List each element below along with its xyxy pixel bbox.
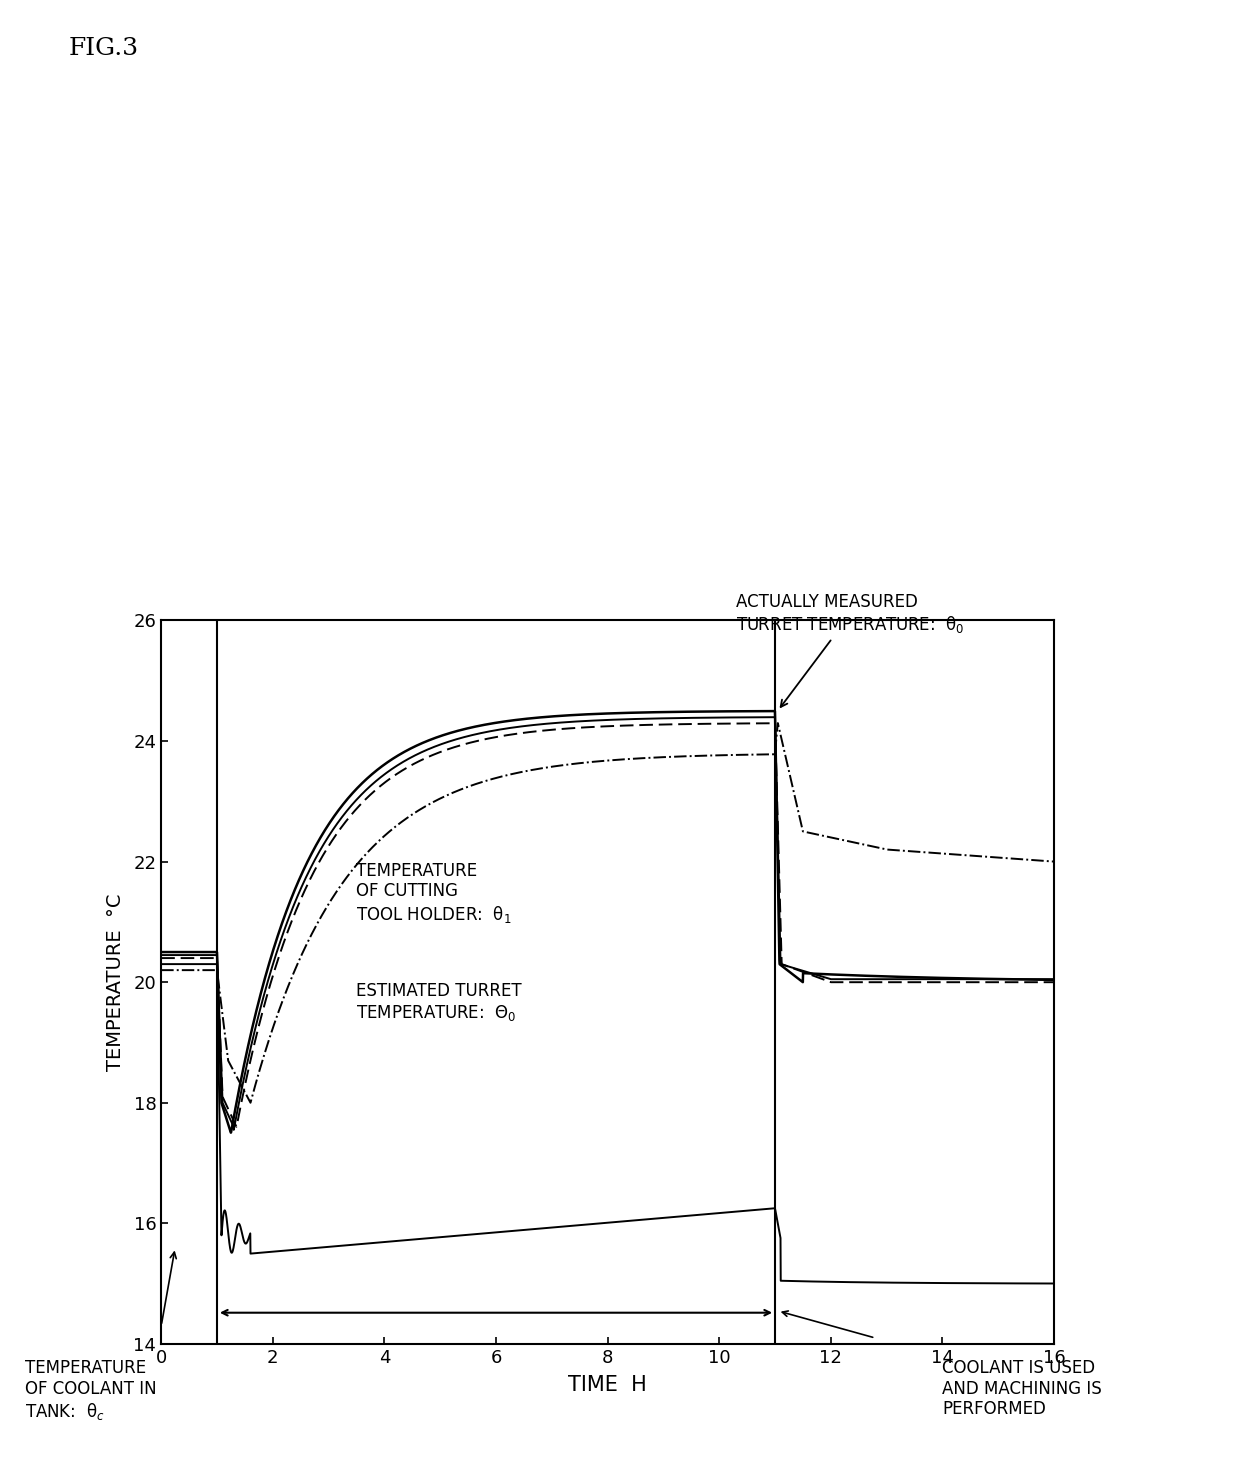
Text: ESTIMATED TURRET
TEMPERATURE:  Θ$_0$: ESTIMATED TURRET TEMPERATURE: Θ$_0$ [357,982,522,1024]
Text: ACTUALLY MEASURED
TURRET TEMPERATURE:  θ$_0$: ACTUALLY MEASURED TURRET TEMPERATURE: θ$… [737,594,965,707]
Text: TEMPERATURE
OF CUTTING
TOOL HOLDER:  θ$_1$: TEMPERATURE OF CUTTING TOOL HOLDER: θ$_1… [357,861,512,925]
Y-axis label: TEMPERATURE  °C: TEMPERATURE °C [105,894,125,1071]
Text: FIG.3: FIG.3 [68,37,139,61]
Text: COOLANT IS USED
AND MACHINING IS
PERFORMED: COOLANT IS USED AND MACHINING IS PERFORM… [942,1359,1102,1418]
Text: TEMPERATURE
OF COOLANT IN
TANK:  θ$_c$: TEMPERATURE OF COOLANT IN TANK: θ$_c$ [25,1359,156,1422]
X-axis label: TIME  H: TIME H [568,1375,647,1396]
